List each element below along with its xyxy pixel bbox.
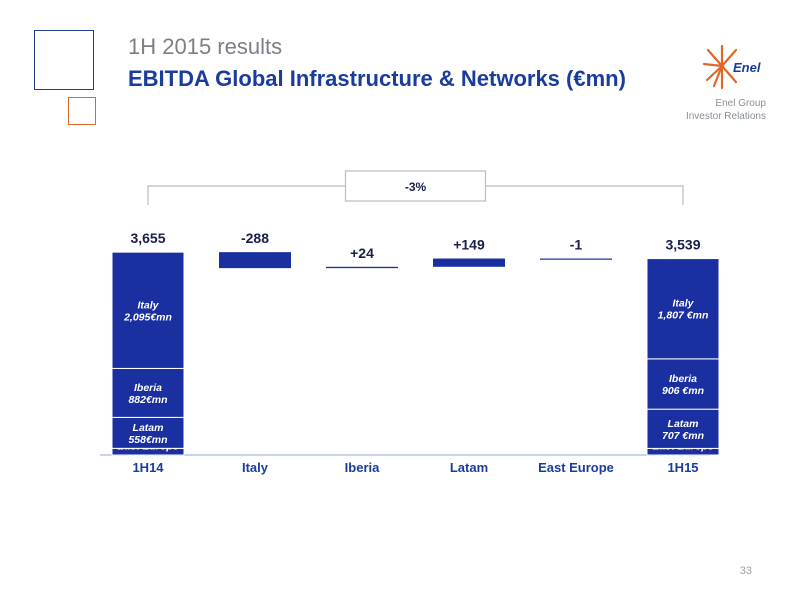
segment-value-label: 906 €mn bbox=[662, 385, 704, 397]
stacked-bar-segment bbox=[646, 258, 720, 360]
total-value-label: 3,655 bbox=[130, 230, 165, 246]
segment-value-label: 2,095€mn bbox=[123, 311, 172, 323]
segment-value-label: 119 €mn bbox=[662, 453, 703, 465]
corner-label: Enel Group Investor Relations bbox=[686, 97, 766, 123]
x-tick-label: Latam bbox=[450, 460, 488, 475]
corner-line1: Enel Group bbox=[715, 98, 766, 109]
x-tick-label: Italy bbox=[242, 460, 269, 475]
logo-wordmark: Enel bbox=[733, 60, 761, 75]
segment-name-label: Italy bbox=[672, 298, 694, 310]
page-subtitle: 1H 2015 results bbox=[128, 34, 283, 59]
delta-bar bbox=[540, 258, 612, 260]
delta-bar bbox=[219, 252, 291, 269]
x-tick-label: East Europe bbox=[538, 460, 614, 475]
delta-bar bbox=[433, 258, 505, 267]
total-value-label: 3,539 bbox=[665, 237, 700, 253]
stacked-bar-segment bbox=[111, 251, 185, 369]
delta-value-label: -1 bbox=[570, 237, 583, 253]
page-title: EBITDA Global Infrastructure & Networks … bbox=[128, 66, 626, 91]
x-tick-label: Iberia bbox=[345, 460, 380, 475]
x-tick-label: 1H14 bbox=[132, 460, 164, 475]
x-tick-label: 1H15 bbox=[667, 460, 698, 475]
segment-value-label: 1,807 €mn bbox=[658, 310, 709, 322]
segment-name-label: Italy bbox=[137, 299, 159, 311]
page-number: 33 bbox=[739, 565, 752, 577]
change-box bbox=[344, 170, 487, 202]
enel-logo-icon bbox=[702, 44, 738, 90]
segment-name-label: Iberia bbox=[669, 373, 697, 385]
decor-blue-square bbox=[34, 30, 94, 90]
segment-value-label: 707 €mn bbox=[662, 430, 704, 442]
change-annotation-label: -3% bbox=[405, 180, 427, 194]
segment-value-label: 120 €mn bbox=[127, 453, 169, 465]
segment-name-label: Iberia bbox=[134, 382, 162, 394]
stacked-bar-segment bbox=[111, 367, 185, 418]
segment-name-label: Latam bbox=[668, 418, 699, 430]
segment-value-label: 558€mn bbox=[128, 434, 167, 446]
segment-name-label: Latam bbox=[133, 422, 164, 434]
delta-value-label: +149 bbox=[453, 237, 485, 253]
corner-line2: Investor Relations bbox=[685, 111, 766, 122]
delta-value-label: +24 bbox=[350, 245, 374, 261]
stacked-bar-segment bbox=[646, 358, 720, 410]
delta-bar bbox=[326, 266, 398, 269]
segment-value-label: 882€mn bbox=[128, 394, 167, 406]
decor-orange-square bbox=[68, 97, 96, 125]
delta-value-label: -288 bbox=[241, 230, 269, 246]
